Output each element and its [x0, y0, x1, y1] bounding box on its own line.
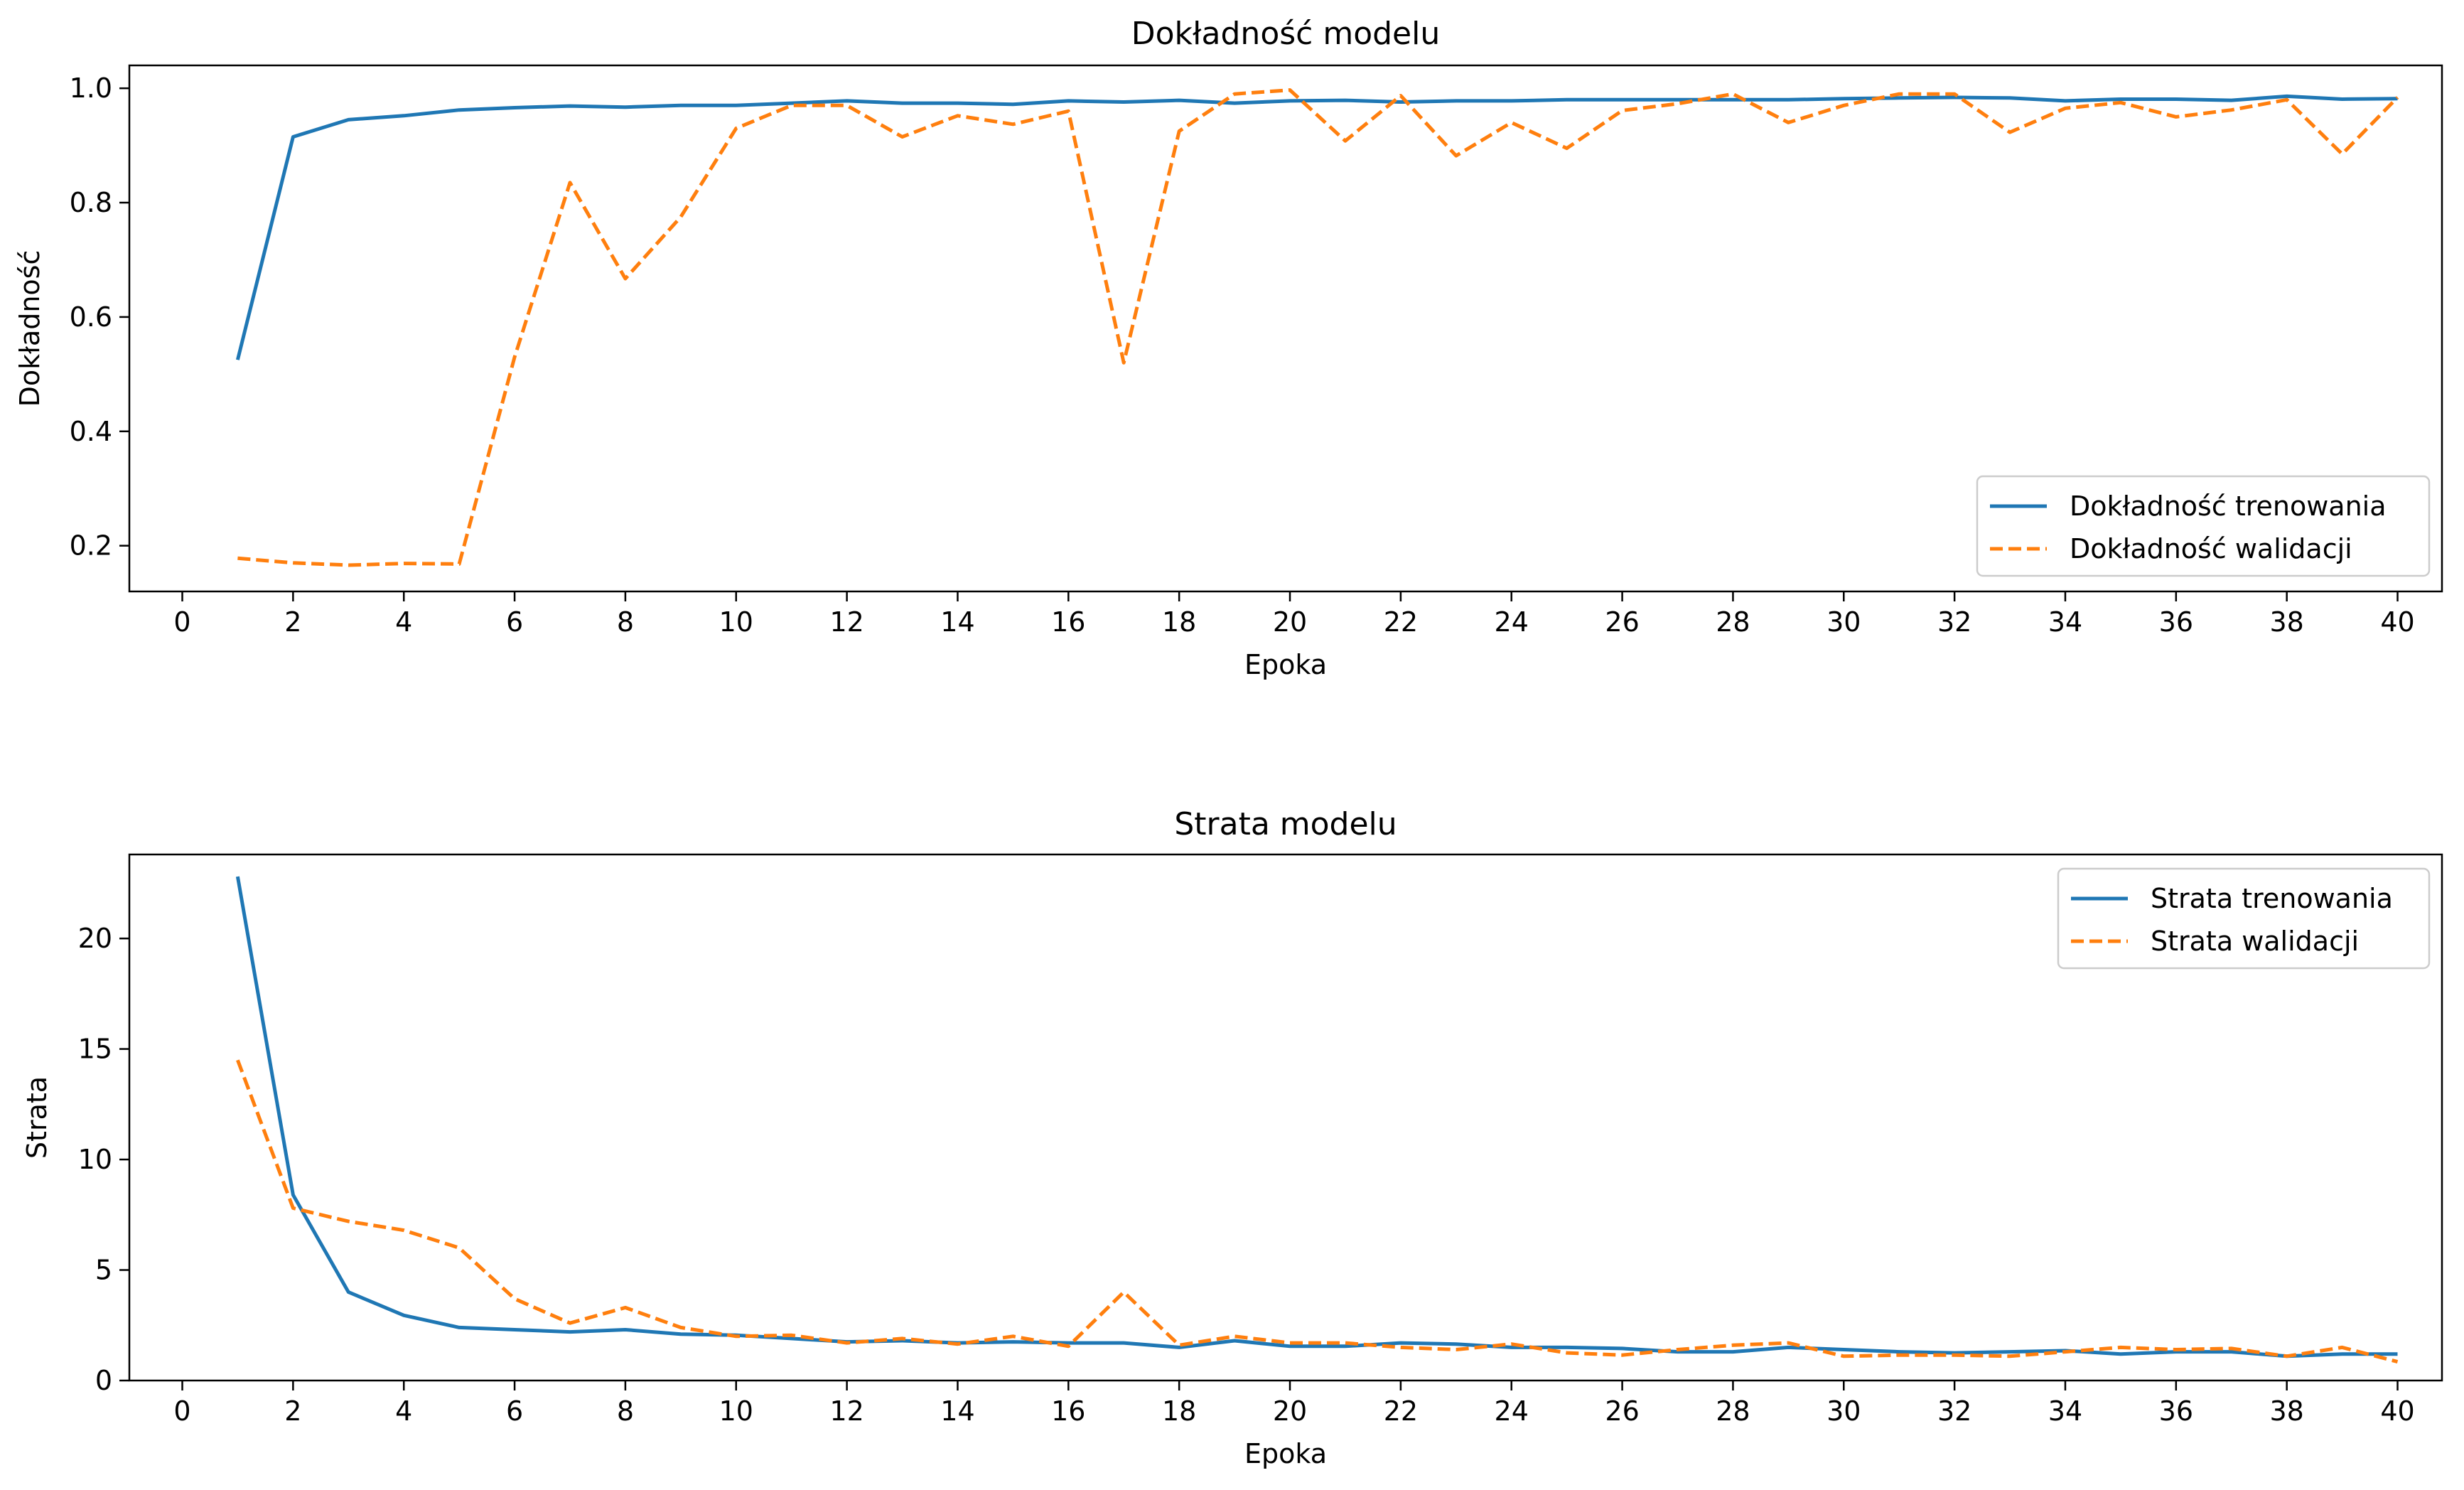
- plot-frame: [128, 64, 2443, 593]
- x-tick-label: 16: [1051, 1395, 1085, 1427]
- x-tick-label: 28: [1716, 606, 1750, 638]
- x-tick-label: 18: [1162, 606, 1196, 638]
- y-tick-label: 0.2: [70, 530, 112, 562]
- y-tick-label: 15: [78, 1034, 112, 1065]
- y-axis-label: Dokładność: [14, 250, 45, 407]
- x-tick-label: 8: [617, 606, 634, 638]
- y-tick-label: 0.4: [70, 416, 112, 447]
- x-tick-label: 10: [719, 1395, 753, 1427]
- legend-label-1: Dokładność trenowania: [2070, 491, 2387, 522]
- x-tick-label: 32: [1937, 606, 1971, 638]
- x-tick-label: 36: [2159, 606, 2193, 638]
- legend-label-2: Strata walidacji: [2151, 926, 2359, 957]
- x-tick-label: 38: [2269, 1395, 2303, 1427]
- series-line-1: [235, 876, 2398, 1358]
- x-tick-label: 6: [506, 1395, 523, 1427]
- x-tick-label: 18: [1162, 1395, 1196, 1427]
- y-tick-label: 1.0: [70, 73, 112, 104]
- x-tick-label: 26: [1605, 606, 1639, 638]
- x-tick-label: 30: [1827, 1395, 1861, 1427]
- legend-box: [2057, 867, 2431, 970]
- legend-label-2: Dokładność walidacji: [2070, 533, 2352, 564]
- x-tick-label: 40: [2380, 1395, 2414, 1427]
- x-tick-label: 26: [1605, 1395, 1639, 1427]
- x-tick-label: 12: [829, 1395, 864, 1427]
- series-line-2: [237, 88, 2399, 567]
- legend-label-1: Strata trenowania: [2151, 883, 2393, 914]
- x-tick-label: 4: [395, 1395, 412, 1427]
- x-tick-label: 0: [173, 1395, 190, 1427]
- x-tick-label: 8: [617, 1395, 634, 1427]
- x-tick-label: 40: [2380, 606, 2414, 638]
- x-tick-label: 0: [173, 606, 190, 638]
- x-tick-label: 24: [1495, 606, 1529, 638]
- plot-frame: [128, 853, 2443, 1382]
- chart-title: Strata modelu: [1174, 806, 1397, 842]
- chart-title: Dokładność modelu: [1131, 16, 1440, 52]
- x-axis-label: Epoka: [1244, 1438, 1327, 1469]
- x-tick-label: 34: [2048, 1395, 2082, 1427]
- legend: Dokładność trenowania Dokładność walidacj…: [1976, 475, 2431, 577]
- x-tick-label: 2: [284, 1395, 301, 1427]
- x-tick-label: 22: [1384, 1395, 1418, 1427]
- x-tick-label: 20: [1273, 1395, 1307, 1427]
- y-tick-label: 0: [95, 1365, 112, 1396]
- x-tick-label: 4: [395, 606, 412, 638]
- x-tick-label: 6: [506, 606, 523, 638]
- x-tick-label: 30: [1827, 606, 1861, 638]
- y-tick-label: 5: [95, 1255, 112, 1286]
- x-tick-label: 14: [940, 606, 974, 638]
- x-tick-label: 32: [1937, 1395, 1971, 1427]
- series-line-2: [236, 1059, 2399, 1364]
- x-tick-label: 22: [1384, 606, 1418, 638]
- x-tick-label: 34: [2048, 606, 2082, 638]
- series-line-1: [235, 94, 2398, 360]
- x-tick-label: 12: [829, 606, 864, 638]
- legend-box: [1976, 475, 2431, 577]
- x-tick-label: 28: [1716, 1395, 1750, 1427]
- legend: Strata trenowania Strata walidacji: [2057, 867, 2431, 970]
- y-tick-label: 10: [78, 1144, 112, 1175]
- x-tick-label: 14: [940, 1395, 974, 1427]
- x-tick-label: 2: [284, 606, 301, 638]
- y-tick-label: 0.6: [70, 301, 112, 333]
- x-tick-label: 20: [1273, 606, 1307, 638]
- x-tick-label: 36: [2159, 1395, 2193, 1427]
- y-tick-label: 0.8: [70, 187, 112, 218]
- x-tick-label: 24: [1495, 1395, 1529, 1427]
- y-axis-label: Strata: [21, 1076, 53, 1159]
- x-tick-label: 10: [719, 606, 753, 638]
- x-tick-label: 16: [1051, 606, 1085, 638]
- x-axis-label: Epoka: [1244, 649, 1327, 680]
- y-tick-label: 20: [78, 923, 112, 954]
- x-tick-label: 38: [2269, 606, 2303, 638]
